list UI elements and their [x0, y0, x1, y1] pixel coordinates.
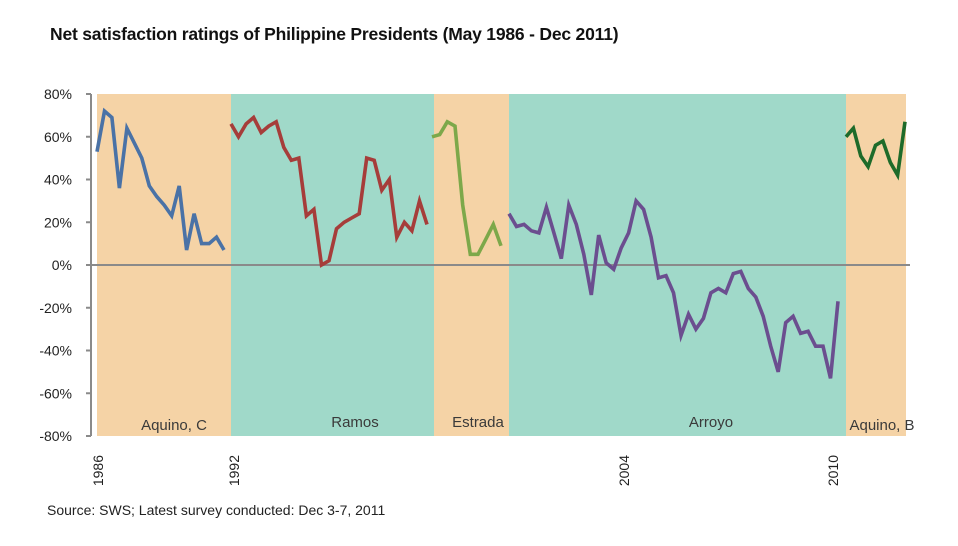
series-line — [431, 119, 503, 257]
series-arroyo — [507, 197, 840, 379]
chart-title: Net satisfaction ratings of Philippine P… — [50, 24, 619, 44]
y-tick-label: -20% — [39, 300, 72, 316]
x-tick-label: 1992 — [226, 455, 242, 486]
series-estrada — [431, 119, 503, 257]
band-label: Estrada — [452, 414, 504, 431]
x-tick-labels: 1986 1992 2004 2010 — [90, 455, 841, 486]
band-label: Aquino, B — [849, 417, 914, 434]
x-tick-label: 1986 — [90, 455, 106, 486]
band-labels: Aquino, C Ramos Estrada Arroyo Aquino, B — [141, 414, 914, 434]
y-tick-label: 40% — [44, 172, 72, 188]
band-label: Ramos — [331, 414, 379, 431]
series-lines — [95, 107, 907, 379]
band-label: Arroyo — [689, 414, 733, 431]
x-tick-label: 2004 — [616, 455, 632, 486]
band-label: Aquino, C — [141, 417, 207, 434]
y-tick-label: -60% — [39, 385, 72, 401]
y-tick-label: 0% — [52, 257, 72, 273]
y-tick-label: -80% — [39, 428, 72, 444]
y-axis — [86, 93, 92, 437]
source-note: Source: SWS; Latest survey conducted: De… — [47, 502, 386, 518]
y-tick-label: 20% — [44, 214, 72, 230]
series-line — [95, 107, 226, 251]
y-tick-label: -40% — [39, 343, 72, 359]
series-aquino-b — [844, 121, 907, 181]
y-tick-label: 80% — [44, 86, 72, 102]
y-tick-label: 60% — [44, 129, 72, 145]
series-aquino-c — [95, 107, 226, 251]
x-tick-label: 2010 — [825, 455, 841, 486]
y-tick-labels: 80% 60% 40% 20% 0% -20% -40% -60% -80% — [39, 86, 72, 444]
series-ramos — [229, 114, 429, 268]
